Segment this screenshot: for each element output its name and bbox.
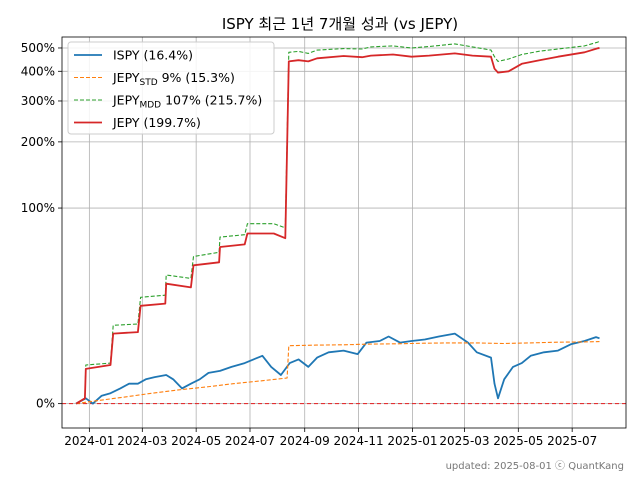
x-tick-label: 2024-03	[117, 434, 167, 448]
plot-frame	[61, 36, 627, 429]
footer-credit: updated: 2025-08-01 ⓒ QuantKang	[446, 460, 624, 472]
x-tick-label: 2025-01	[387, 434, 437, 448]
series-line-jepy-199-7	[75, 47, 600, 405]
series-line-jepy-std-9-15-3	[76, 341, 600, 405]
series-line-jepy-mdd-107-215-7	[75, 41, 600, 405]
x-tick-label: 2024-05	[171, 434, 221, 448]
legend-box	[67, 41, 275, 135]
x-tick-label: 2024-11	[333, 434, 383, 448]
x-tick-label: 2024-01	[64, 434, 114, 448]
x-tick-label: 2024-09	[280, 434, 330, 448]
x-tick-label: 2025-03	[439, 434, 489, 448]
x-tick-label: 2024-07	[225, 434, 275, 448]
y-tick-label: 0%	[36, 397, 55, 411]
x-tick-label: 2025-05	[493, 434, 543, 448]
legend: ISPY (16.4%) JEPYSTD 9% (15.3%) JEPYMDD 10…	[67, 41, 275, 135]
x-tick-label: 2025-07	[547, 434, 597, 448]
series-lines	[75, 41, 600, 405]
series-line-ispy-16-4	[75, 332, 600, 405]
y-tick-label: 300%	[21, 94, 55, 108]
axis-ticks: 0% 100% 200% 300% 400% 500% 2024-01 2024-03 2024…	[21, 41, 598, 448]
y-tick-label: 200%	[21, 135, 55, 149]
y-tick-label: 400%	[21, 64, 55, 78]
legend-entry-jepy: JEPY (199.7%)	[112, 115, 201, 130]
y-tick-label: 100%	[21, 201, 55, 215]
chart-title: ISPY 최근 1년 7개월 성과 (vs JEPY)	[222, 15, 458, 33]
legend-entry-ispy: ISPY (16.4%)	[113, 48, 193, 63]
y-tick-label: 500%	[21, 41, 55, 55]
legend-entry-jepy_std: JEPYSTD 9% (15.3%)	[112, 70, 235, 88]
legend-entry-jepy_mdd: JEPYMDD 107% (215.7%)	[112, 93, 262, 111]
